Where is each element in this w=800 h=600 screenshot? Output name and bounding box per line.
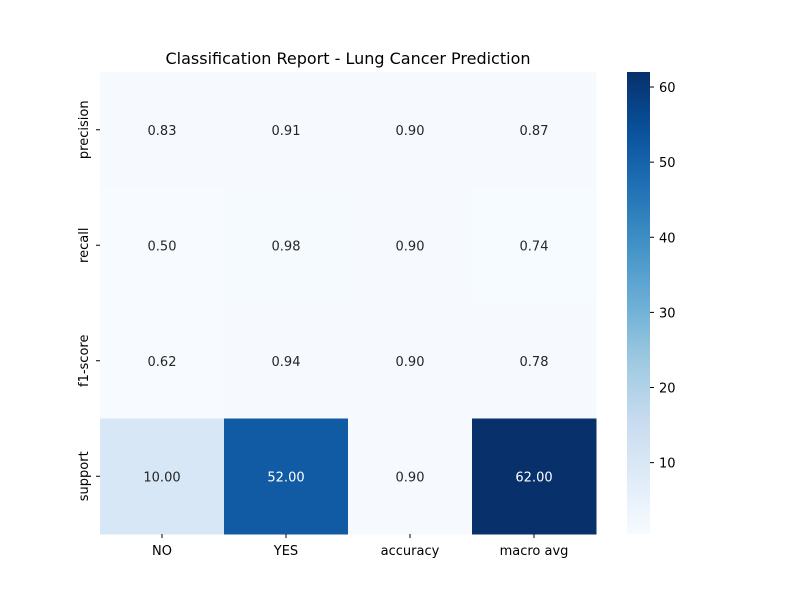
cell-label-recall-YES: 0.98	[272, 239, 301, 254]
x-axis: NO YES accuracy macro avg	[152, 534, 568, 559]
heatmap-cell-support-YES	[224, 418, 349, 535]
heatmap-cell-support-accuracy	[348, 418, 473, 535]
cell-label-recall-accuracy: 0.90	[396, 239, 425, 254]
heatmap-cell-recall-YES	[224, 187, 349, 304]
chart-title: Classification Report - Lung Cancer Pred…	[166, 49, 531, 68]
cell-label-support-accuracy: 0.90	[396, 470, 425, 485]
cell-label-f1-score-macro-avg: 0.78	[520, 355, 549, 370]
heatmap-cell-f1-score-NO	[100, 303, 225, 419]
colorbar-tick-label: 50	[659, 156, 676, 171]
heatmap-cell-f1-score-macro-avg	[472, 303, 597, 419]
y-tick-label: recall	[77, 228, 92, 263]
heatmap-cells: 0.83 0.91 0.90 0.87 0.50 0.98 0.90 0.74 0.62 0.94…	[100, 72, 597, 535]
colorbar-tick-label: 10	[659, 457, 676, 472]
cell-label-recall-NO: 0.50	[148, 239, 177, 254]
cell-label-f1-score-YES: 0.94	[272, 355, 301, 370]
heatmap-cell-precision-accuracy	[348, 72, 473, 188]
heatmap-cell-f1-score-accuracy	[348, 303, 473, 419]
colorbar-gradient	[627, 72, 650, 534]
cell-label-precision-accuracy: 0.90	[396, 124, 425, 139]
x-tick-label: YES	[273, 544, 298, 559]
colorbar-tick-label: 20	[659, 382, 676, 397]
heatmap-cell-recall-macro-avg	[472, 187, 597, 304]
heatmap-cell-support-macro-avg	[472, 418, 597, 535]
colorbar-tick-label: 60	[659, 81, 676, 96]
heatmap-cell-recall-accuracy	[348, 187, 473, 304]
heatmap-cell-precision-NO	[100, 72, 225, 188]
cell-label-f1-score-accuracy: 0.90	[396, 355, 425, 370]
x-tick-label: macro avg	[500, 544, 569, 559]
y-axis: precision recall f1-score support	[77, 100, 100, 501]
heatmap-cell-precision-YES	[224, 72, 349, 188]
heatmap-cell-f1-score-YES	[224, 303, 349, 419]
cell-label-precision-macro-avg: 0.87	[520, 124, 549, 139]
colorbar-tick-label: 30	[659, 306, 676, 321]
cell-label-f1-score-NO: 0.62	[148, 355, 177, 370]
cell-label-precision-YES: 0.91	[272, 124, 301, 139]
x-tick-label: accuracy	[381, 544, 440, 559]
colorbar-tick-label: 40	[659, 231, 676, 246]
cell-label-support-macro-avg: 62.00	[515, 470, 552, 485]
y-tick-label: support	[77, 451, 92, 501]
cell-label-support-NO: 10.00	[143, 470, 180, 485]
cell-label-precision-NO: 0.83	[148, 124, 177, 139]
y-tick-label: f1-score	[77, 335, 92, 387]
heatmap-cell-precision-macro-avg	[472, 72, 597, 188]
y-tick-label: precision	[77, 100, 92, 159]
cell-label-support-YES: 52.00	[267, 470, 304, 485]
colorbar: 10 20 30 40 50 60	[627, 72, 676, 534]
x-tick-label: NO	[152, 544, 172, 559]
heatmap-cell-recall-NO	[100, 187, 225, 304]
cell-label-recall-macro-avg: 0.74	[520, 239, 549, 254]
heatmap-cell-support-NO	[100, 418, 225, 535]
